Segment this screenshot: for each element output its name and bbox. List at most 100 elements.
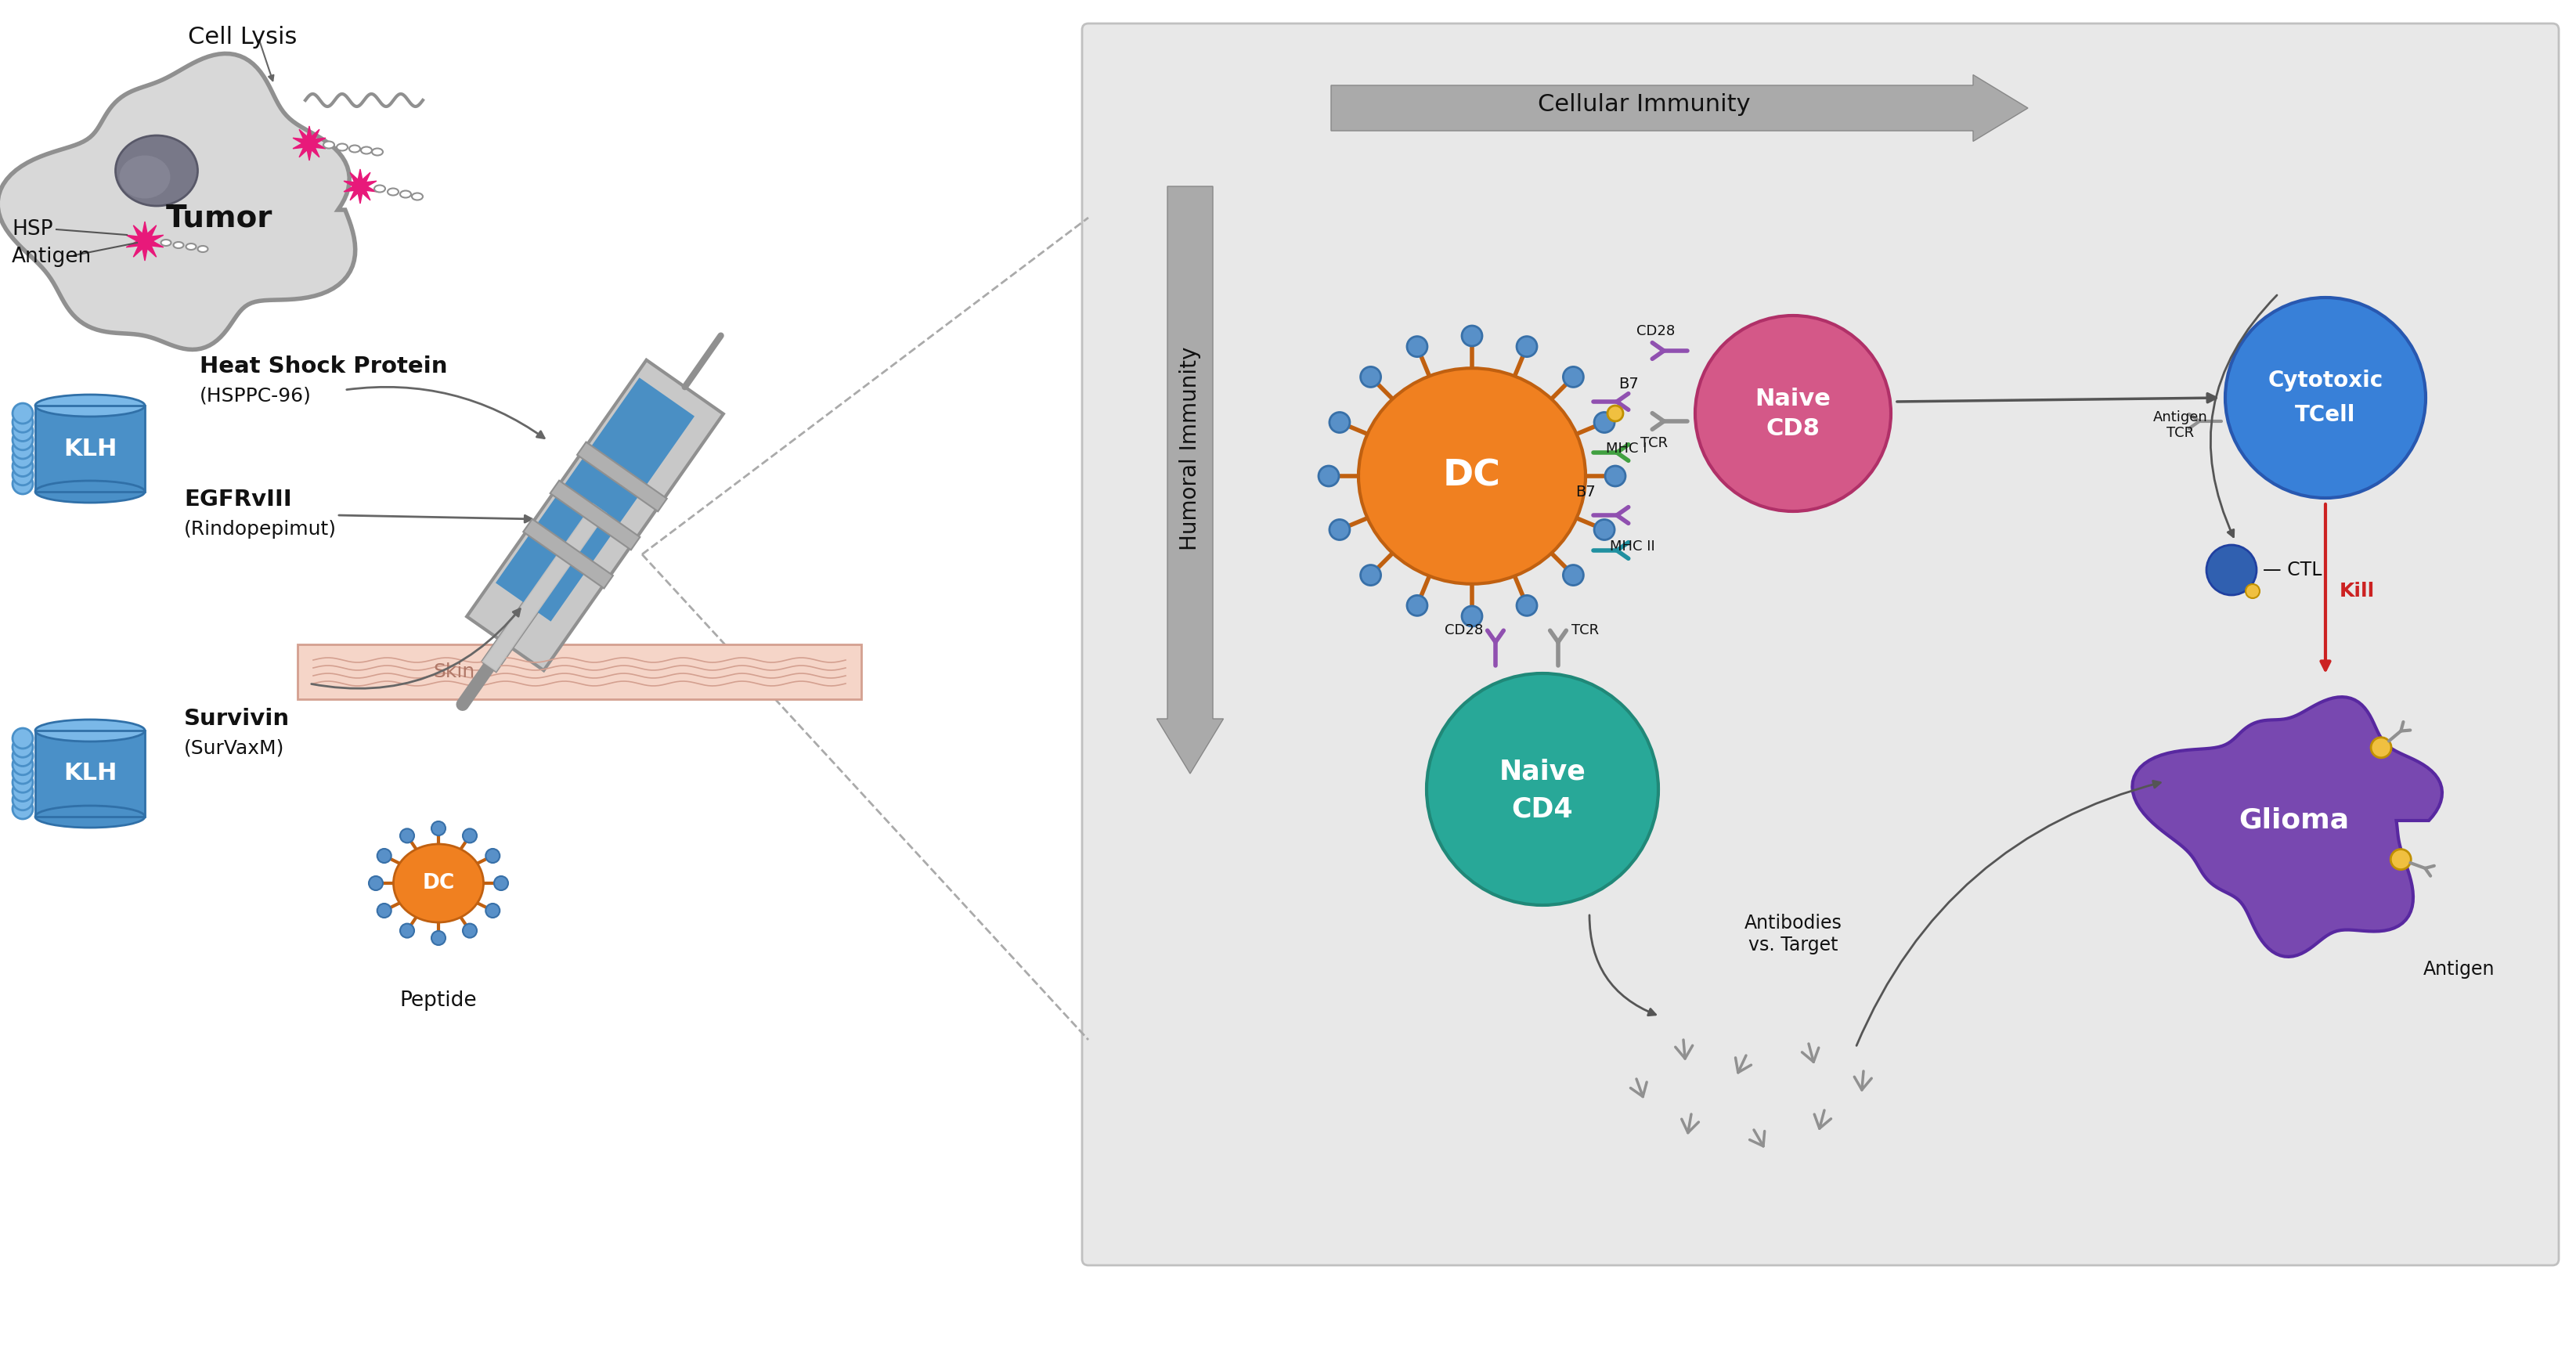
Text: Antibodies
vs. Target: Antibodies vs. Target xyxy=(1744,913,1842,954)
Text: Peptide: Peptide xyxy=(399,990,477,1011)
Circle shape xyxy=(1406,337,1427,357)
Polygon shape xyxy=(495,377,696,621)
Text: Naive: Naive xyxy=(1499,759,1587,785)
Circle shape xyxy=(13,773,33,793)
Text: Heat Shock Protein: Heat Shock Protein xyxy=(201,356,448,377)
Text: EGFRvIII: EGFRvIII xyxy=(183,488,291,510)
Ellipse shape xyxy=(198,246,209,252)
Text: TCR: TCR xyxy=(1571,624,1600,637)
Circle shape xyxy=(399,924,415,938)
Text: CD28: CD28 xyxy=(1636,325,1674,338)
Circle shape xyxy=(1461,326,1481,346)
Polygon shape xyxy=(466,360,724,671)
Text: Glioma: Glioma xyxy=(2239,808,2349,833)
Text: Naive: Naive xyxy=(1754,388,1832,411)
Polygon shape xyxy=(299,644,860,700)
Polygon shape xyxy=(126,222,162,261)
Circle shape xyxy=(13,755,33,775)
Text: Skin: Skin xyxy=(433,663,474,681)
Circle shape xyxy=(13,763,33,783)
Text: DC: DC xyxy=(422,873,453,893)
Polygon shape xyxy=(2133,697,2442,957)
Polygon shape xyxy=(577,442,667,511)
Circle shape xyxy=(368,877,384,890)
Text: Antigen: Antigen xyxy=(13,246,93,267)
Ellipse shape xyxy=(350,145,361,153)
Ellipse shape xyxy=(386,188,399,195)
Text: HSP: HSP xyxy=(13,219,54,239)
Circle shape xyxy=(1595,413,1615,433)
Text: (Rindopepimut): (Rindopepimut) xyxy=(183,520,337,538)
Ellipse shape xyxy=(173,242,183,248)
Circle shape xyxy=(1427,674,1659,905)
Bar xyxy=(36,406,144,491)
Text: Cellular Immunity: Cellular Immunity xyxy=(1538,93,1752,115)
Circle shape xyxy=(1564,367,1584,387)
Circle shape xyxy=(495,877,507,890)
Ellipse shape xyxy=(116,135,198,206)
Text: CD28: CD28 xyxy=(1445,624,1484,637)
Circle shape xyxy=(13,746,33,766)
Ellipse shape xyxy=(185,244,196,250)
Circle shape xyxy=(1360,566,1381,586)
Text: (HSPPC-96): (HSPPC-96) xyxy=(201,387,312,406)
Text: Survivin: Survivin xyxy=(183,708,289,729)
Text: Cytotoxic: Cytotoxic xyxy=(2267,369,2383,391)
Polygon shape xyxy=(294,126,325,161)
Bar xyxy=(36,731,144,817)
Circle shape xyxy=(1329,413,1350,433)
Text: Antigen
TCR: Antigen TCR xyxy=(2154,410,2208,440)
Ellipse shape xyxy=(36,805,144,828)
Circle shape xyxy=(13,781,33,801)
Circle shape xyxy=(399,828,415,843)
Text: MHC I: MHC I xyxy=(1605,441,1646,456)
Ellipse shape xyxy=(361,147,371,154)
Circle shape xyxy=(13,413,33,433)
Ellipse shape xyxy=(1358,368,1587,584)
Circle shape xyxy=(2370,737,2391,758)
Ellipse shape xyxy=(36,480,144,503)
Circle shape xyxy=(13,403,33,423)
Ellipse shape xyxy=(118,156,170,199)
Text: Antigen: Antigen xyxy=(2424,959,2496,978)
Circle shape xyxy=(1406,595,1427,616)
Circle shape xyxy=(1517,337,1538,357)
Text: B7: B7 xyxy=(1577,484,1595,499)
Circle shape xyxy=(464,828,477,843)
Ellipse shape xyxy=(36,395,144,417)
Circle shape xyxy=(13,448,33,468)
FancyArrow shape xyxy=(1332,74,2027,141)
Text: Humoral Immunity: Humoral Immunity xyxy=(1180,346,1200,551)
Text: Tumor: Tumor xyxy=(165,203,273,233)
Bar xyxy=(36,406,144,491)
Text: CD8: CD8 xyxy=(1767,418,1821,441)
Circle shape xyxy=(1517,595,1538,616)
Circle shape xyxy=(376,848,392,863)
Circle shape xyxy=(1695,315,1891,511)
Text: (SurVaxM): (SurVaxM) xyxy=(183,739,283,758)
Circle shape xyxy=(1605,465,1625,486)
Circle shape xyxy=(1329,520,1350,540)
Text: KLH: KLH xyxy=(64,437,116,460)
Circle shape xyxy=(2226,298,2427,498)
Text: DC: DC xyxy=(1443,459,1502,494)
Text: B7: B7 xyxy=(1618,377,1638,392)
Text: KLH: KLH xyxy=(64,762,116,785)
Circle shape xyxy=(1461,606,1481,626)
Ellipse shape xyxy=(394,844,484,923)
Circle shape xyxy=(13,798,33,819)
Circle shape xyxy=(487,848,500,863)
Polygon shape xyxy=(343,169,376,203)
Circle shape xyxy=(1360,367,1381,387)
Text: — CTL: — CTL xyxy=(2262,560,2321,579)
Text: TCell: TCell xyxy=(2295,405,2354,426)
Text: MHC II: MHC II xyxy=(1610,540,1656,553)
Circle shape xyxy=(464,924,477,938)
Polygon shape xyxy=(523,520,613,589)
Circle shape xyxy=(430,821,446,835)
Circle shape xyxy=(2391,850,2411,870)
Circle shape xyxy=(376,904,392,917)
Circle shape xyxy=(430,931,446,944)
Circle shape xyxy=(13,465,33,486)
Ellipse shape xyxy=(36,720,144,741)
